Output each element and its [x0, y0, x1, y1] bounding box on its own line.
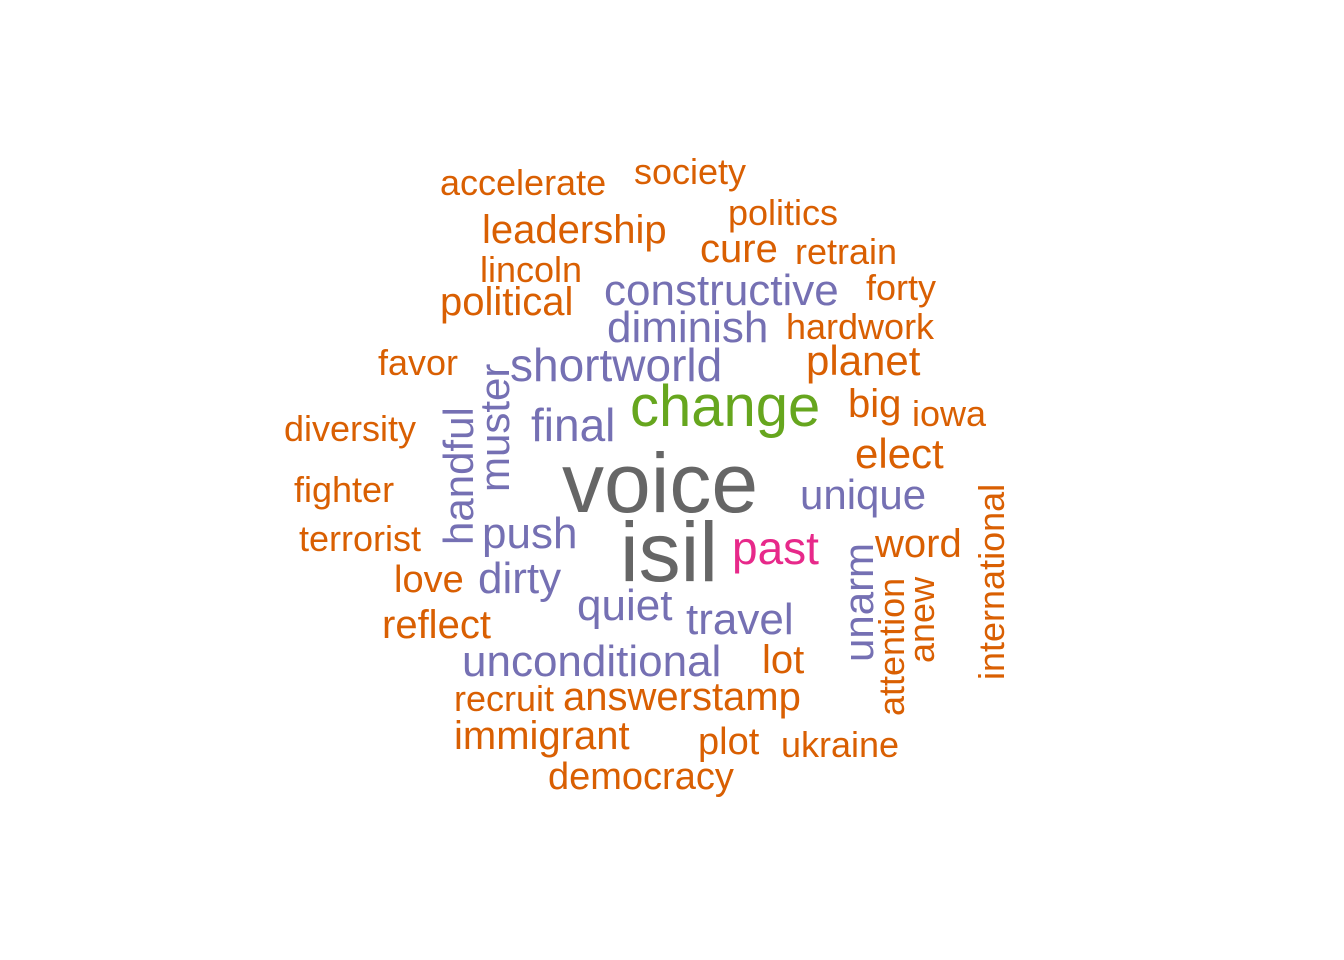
word-favor: favor: [378, 342, 459, 383]
word-lot: lot: [762, 638, 805, 682]
word-travel: travel: [686, 595, 794, 644]
word-society: society: [634, 151, 747, 192]
word-shortworld: shortworld: [510, 339, 723, 391]
word-answerstamp: answerstamp: [563, 675, 801, 719]
word-constructive: constructive: [604, 266, 839, 315]
word-unconditional: unconditional: [462, 637, 722, 686]
word-word: word: [875, 522, 962, 566]
word-quiet: quiet: [577, 581, 673, 630]
word-push: push: [482, 509, 578, 558]
word-past: past: [732, 522, 819, 574]
word-fighter: fighter: [294, 469, 395, 510]
word-elect: elect: [855, 430, 944, 477]
word-democracy: democracy: [548, 756, 734, 798]
word-dirty: dirty: [478, 554, 562, 603]
word-accelerate: accelerate: [440, 162, 607, 203]
word-political: political: [440, 280, 574, 324]
word-terrorist: terrorist: [299, 518, 422, 559]
word-muster: muster: [471, 363, 518, 492]
word-cure: cure: [700, 227, 778, 271]
word-retrain: retrain: [795, 231, 898, 272]
word-anew: anew: [901, 576, 942, 663]
word-final: final: [531, 399, 616, 451]
word-planet: planet: [806, 337, 921, 384]
word-recruit: recruit: [454, 678, 555, 719]
word-lincoln: lincoln: [480, 249, 583, 290]
word-diversity: diversity: [284, 408, 417, 449]
word-iowa: iowa: [912, 393, 987, 434]
word-unique: unique: [800, 471, 927, 518]
word-isil: isil: [620, 505, 718, 599]
word-big: big: [848, 382, 902, 426]
word-love: love: [394, 559, 464, 601]
word-international: international: [971, 483, 1012, 680]
word-hardwork: hardwork: [786, 306, 935, 347]
word-ukraine: ukraine: [781, 724, 900, 765]
word-voice: voice: [562, 436, 759, 530]
word-politics: politics: [728, 192, 839, 233]
word-plot: plot: [698, 721, 760, 763]
word-immigrant: immigrant: [454, 714, 630, 758]
word-leadership: leadership: [482, 208, 667, 252]
word-reflect: reflect: [382, 603, 491, 647]
word-diminish: diminish: [607, 303, 769, 352]
word-forty: forty: [866, 267, 937, 308]
word-change: change: [630, 374, 821, 439]
